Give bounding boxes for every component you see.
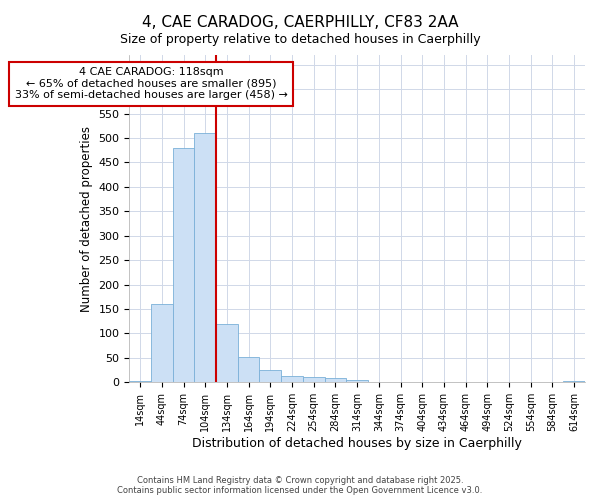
Text: 4, CAE CARADOG, CAERPHILLY, CF83 2AA: 4, CAE CARADOG, CAERPHILLY, CF83 2AA <box>142 15 458 30</box>
Bar <box>281 376 303 382</box>
X-axis label: Distribution of detached houses by size in Caerphilly: Distribution of detached houses by size … <box>192 437 522 450</box>
Bar <box>173 148 194 382</box>
Text: 4 CAE CARADOG: 118sqm
← 65% of detached houses are smaller (895)
33% of semi-det: 4 CAE CARADOG: 118sqm ← 65% of detached … <box>14 67 287 100</box>
Text: Size of property relative to detached houses in Caerphilly: Size of property relative to detached ho… <box>119 32 481 46</box>
Bar <box>325 378 346 382</box>
Bar <box>194 133 216 382</box>
Bar <box>129 381 151 382</box>
Bar <box>238 357 259 382</box>
Bar <box>563 381 585 382</box>
Y-axis label: Number of detached properties: Number of detached properties <box>80 126 93 312</box>
Bar <box>216 324 238 382</box>
Bar <box>303 378 325 382</box>
Text: Contains HM Land Registry data © Crown copyright and database right 2025.
Contai: Contains HM Land Registry data © Crown c… <box>118 476 482 495</box>
Bar <box>346 380 368 382</box>
Bar <box>259 370 281 382</box>
Bar <box>151 304 173 382</box>
